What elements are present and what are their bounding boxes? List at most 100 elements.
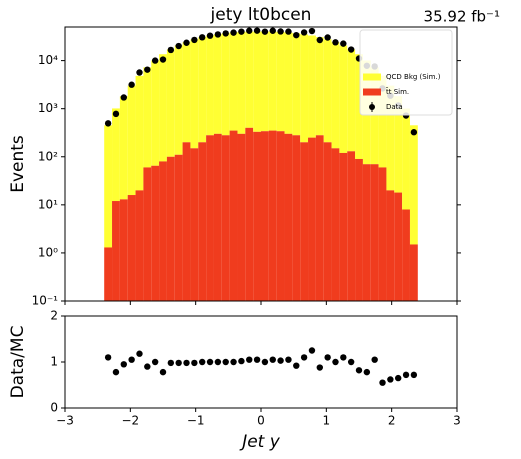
qcd-bar: [378, 75, 387, 168]
qcd-bar: [409, 125, 418, 245]
qcd-bar: [339, 45, 348, 153]
qcd-bar: [276, 31, 285, 132]
ratio-point: [151, 358, 159, 366]
data-point: [104, 120, 112, 127]
ratio-point: [300, 354, 308, 361]
qcd-bar: [253, 31, 261, 132]
ratio-point: [261, 358, 269, 366]
data-point: [269, 27, 276, 34]
ratio-point: [332, 358, 339, 366]
qcd-bar: [261, 31, 269, 132]
qcd-bar: [284, 32, 293, 134]
qcd-bar: [292, 33, 301, 136]
data-point: [199, 34, 206, 41]
data-point: [112, 110, 120, 118]
data-point: [340, 40, 347, 47]
data-point: [175, 42, 182, 50]
ttbar-bar: [119, 199, 128, 301]
ratio-point: [253, 356, 261, 363]
ratio-point: [144, 363, 151, 370]
qcd-bar: [190, 39, 199, 149]
ratio-point: [104, 354, 112, 361]
data-point: [316, 36, 323, 44]
ttbar-bar: [355, 158, 363, 301]
ttbar-bar: [276, 131, 285, 301]
legend-swatch: [363, 88, 381, 96]
x-tick-label: 1: [323, 414, 331, 428]
ttbar-bar: [347, 151, 356, 301]
qcd-bar: [315, 37, 324, 136]
qcd-bar: [112, 108, 120, 202]
qcd-bar: [229, 32, 238, 131]
ttbar-bar: [104, 247, 113, 301]
ttbar-bar: [112, 201, 120, 301]
ttbar-bar: [159, 161, 167, 301]
ratio-point: [206, 358, 214, 366]
qcd-bar: [104, 125, 113, 248]
ratio-point: [136, 350, 143, 357]
x-tick-label: −1: [187, 414, 205, 428]
data-point: [128, 81, 135, 88]
qcd-bar: [127, 85, 136, 196]
qcd-bar: [268, 31, 277, 131]
ratio-point: [214, 358, 222, 366]
x-tick-label: 3: [453, 414, 461, 428]
qcd-bar: [159, 54, 167, 162]
ttbar-bar: [394, 192, 403, 301]
qcd-bar: [370, 67, 379, 165]
data-point: [293, 31, 300, 39]
legend-label: t̄t Sim.: [386, 87, 409, 96]
qcd-bar: [347, 49, 356, 152]
ratio-point: [238, 357, 245, 365]
ratio-point: [387, 376, 394, 383]
ttbar-bar: [151, 165, 160, 301]
ttbar-bar: [292, 135, 301, 301]
data-point: [230, 29, 237, 36]
ratio-point: [347, 358, 355, 366]
chart-title: jety lt0bcen: [210, 5, 312, 25]
x-axis-label: Jet y: [239, 432, 281, 452]
data-point: [120, 94, 128, 101]
data-point: [246, 27, 253, 34]
ratio-point: [379, 379, 386, 386]
ratio-point: [277, 357, 284, 364]
ratio-y-axis-label: Data/MC: [8, 326, 28, 399]
ratio-point: [340, 354, 347, 361]
ratio-y-tick-label: 2: [50, 309, 58, 323]
y-tick-label: 10¹: [38, 197, 58, 211]
ttbar-bar: [402, 209, 410, 301]
data-point: [222, 30, 229, 37]
data-point: [136, 69, 143, 76]
data-point: [277, 28, 284, 35]
ttbar-bar: [229, 130, 238, 301]
ratio-point: [371, 356, 378, 363]
ttbar-bar: [268, 130, 277, 301]
data-point: [300, 29, 308, 36]
ttbar-bar: [206, 135, 214, 301]
ttbar-bar: [339, 152, 348, 301]
qcd-bar: [402, 108, 410, 210]
ratio-point: [246, 356, 253, 363]
ratio-point: [363, 368, 371, 376]
y-tick-label: 10⁻¹: [32, 294, 59, 308]
ttbar-bar: [127, 195, 136, 301]
ttbar-bar: [182, 142, 191, 301]
qcd-bar: [143, 67, 152, 168]
ttbar-bar: [143, 167, 152, 301]
ttbar-bar: [331, 148, 340, 301]
ttbar-bar: [237, 133, 246, 301]
ttbar-bar: [245, 127, 254, 301]
qcd-bar: [394, 96, 403, 193]
qcd-bar: [166, 49, 175, 157]
qcd-bar: [245, 31, 254, 128]
qcd-bar: [135, 75, 144, 191]
data-point: [324, 34, 331, 41]
luminosity: 35.92 fb⁻¹: [424, 8, 500, 26]
ratio-point: [402, 371, 410, 379]
y-tick-label: 10⁴: [38, 53, 58, 67]
ttbar-bar: [378, 167, 387, 301]
qcd-bar: [221, 33, 230, 136]
ttbar-bar: [370, 164, 379, 301]
ratio-point: [167, 359, 175, 367]
